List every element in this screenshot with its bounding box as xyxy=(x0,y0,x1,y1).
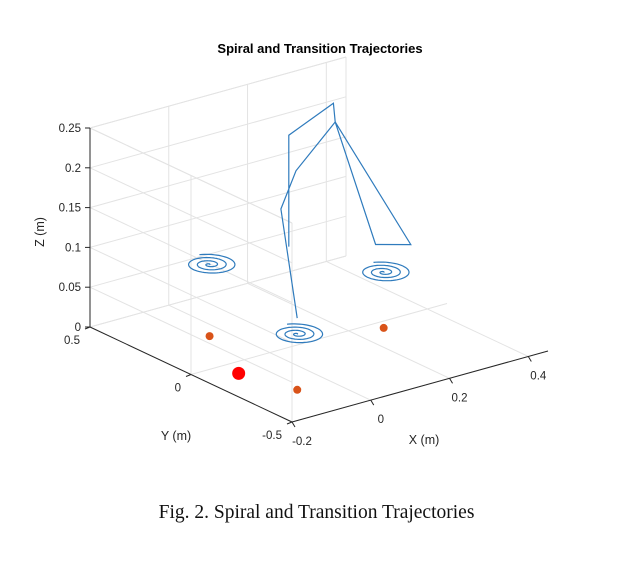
spiral-3 xyxy=(362,261,410,282)
chart-title: Spiral and Transition Trajectories xyxy=(217,41,422,56)
z-tick-label: 0.2 xyxy=(65,163,81,175)
x-tick-label: 0.4 xyxy=(530,370,547,382)
x-tick-mark xyxy=(527,356,532,362)
target-point xyxy=(293,385,302,394)
x-tick-mark xyxy=(449,378,453,384)
z-tick-label: 0.25 xyxy=(59,123,81,135)
target-point xyxy=(205,332,214,341)
grid-line xyxy=(89,175,347,248)
spiral-2 xyxy=(275,323,324,344)
z-tick-label: 0.15 xyxy=(59,203,81,215)
x-tick-label: 0 xyxy=(378,414,384,426)
z-axis-label: Z (m) xyxy=(33,217,47,247)
z-tick-label: 0 xyxy=(75,322,81,334)
y-tick-label: 0 xyxy=(175,383,181,395)
target-point xyxy=(379,323,388,332)
z-tick-label: 0.1 xyxy=(65,242,81,254)
spiral-1 xyxy=(187,253,236,274)
grid-line xyxy=(89,136,347,209)
y-tick-label: -0.5 xyxy=(262,430,282,442)
figure-caption: Fig. 2. Spiral and Transition Trajectori… xyxy=(158,502,475,523)
grid-line xyxy=(89,246,293,343)
z-tick-label: 0.05 xyxy=(59,282,81,294)
grid-line xyxy=(89,207,293,304)
grid-edge xyxy=(89,56,347,129)
transition-path xyxy=(280,102,336,319)
trajectory-series xyxy=(187,102,412,344)
grid-line xyxy=(89,255,347,328)
y-axis-label: Y (m) xyxy=(161,429,191,443)
grid-line xyxy=(89,96,347,169)
tick-labels: -0.200.20.4-0.500.500.050.10.150.20.25 xyxy=(59,123,547,448)
transition-path-2 xyxy=(334,121,412,246)
x-axis-label: X (m) xyxy=(409,433,440,447)
grid-line xyxy=(89,167,293,264)
x-tick-mark xyxy=(291,421,296,428)
grid-edge xyxy=(89,127,293,224)
grid xyxy=(89,56,549,423)
y-tick-mark xyxy=(286,421,293,425)
axes xyxy=(84,127,549,428)
grid-line xyxy=(89,215,347,288)
grid-line xyxy=(89,286,293,383)
start-point xyxy=(232,366,246,380)
x-tick-label: -0.2 xyxy=(292,436,312,448)
x-axis-line xyxy=(291,350,549,423)
y-tick-label: 0.5 xyxy=(64,335,80,347)
y-tick-mark xyxy=(185,374,192,377)
point-markers xyxy=(205,323,388,394)
x-tick-label: 0.2 xyxy=(452,392,468,404)
x-tick-mark xyxy=(370,399,375,406)
